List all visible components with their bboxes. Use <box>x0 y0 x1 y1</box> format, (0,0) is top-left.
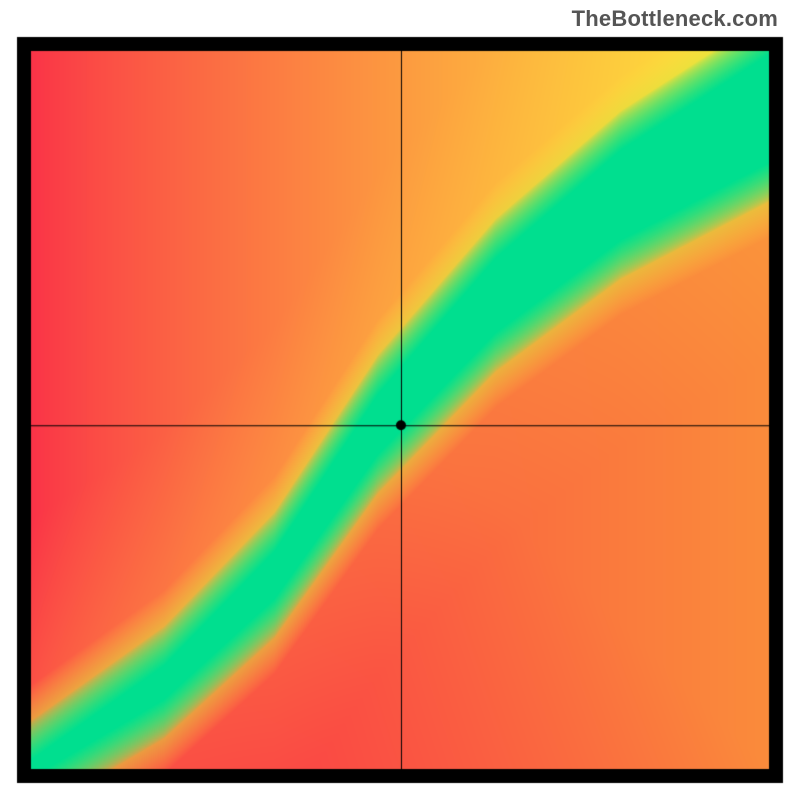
bottleneck-heatmap <box>0 0 800 800</box>
chart-container: TheBottleneck.com <box>0 0 800 800</box>
